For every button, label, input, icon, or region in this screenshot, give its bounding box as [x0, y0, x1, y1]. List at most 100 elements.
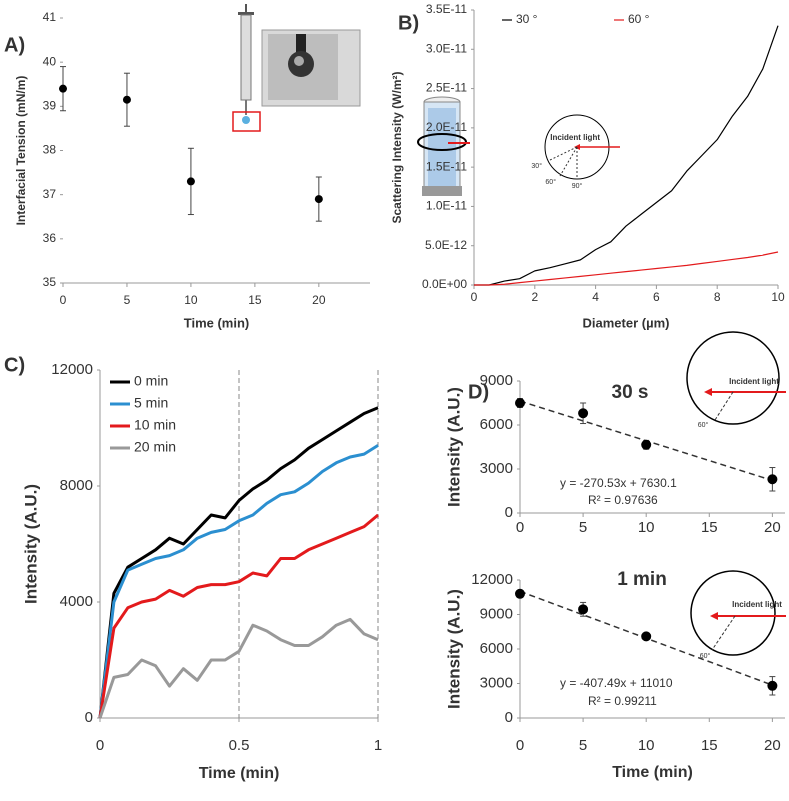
y-axis-label: Scattering Intensity (W/m²) — [390, 71, 404, 223]
line-series — [474, 25, 779, 286]
data-point — [515, 398, 525, 408]
data-point — [578, 604, 589, 615]
data-point — [515, 588, 525, 599]
legend-label: 60 ° — [628, 12, 650, 26]
y-tick-label: 39 — [43, 99, 57, 113]
x-tick-label: 5 — [579, 737, 587, 754]
inset-label: 60° — [545, 178, 556, 186]
syringe-inset — [232, 4, 261, 132]
x-tick-label: 4 — [592, 290, 599, 304]
y-tick-label: 3.0E-11 — [426, 41, 467, 55]
y-axis-label: Interfacial Tension (mN/m) — [14, 76, 28, 226]
inset-label: 30° — [531, 162, 542, 170]
y-tick-label: 6000 — [480, 416, 513, 433]
angle-diagram-d1 — [686, 331, 786, 425]
x-tick-label: 2 — [531, 290, 538, 304]
y-tick-label: 41 — [43, 10, 57, 24]
legend-label: 30 ° — [516, 12, 538, 26]
y-tick-label: 35 — [43, 275, 57, 289]
y-tick-label: 8000 — [60, 477, 93, 494]
y-tick-label: 37 — [43, 187, 57, 201]
x-tick-label: 20 — [764, 737, 781, 754]
inset-label: 60° — [698, 421, 709, 429]
x-tick-label: 10 — [184, 293, 198, 307]
data-point — [767, 474, 778, 485]
drop-photo — [261, 29, 361, 107]
x-tick-label: 0.5 — [229, 737, 250, 754]
legend-label: 20 min — [134, 439, 176, 455]
x-tick-label: 10 — [638, 519, 655, 536]
y-tick-label: 12000 — [51, 361, 93, 378]
x-tick-label: 0 — [516, 519, 524, 536]
x-tick-label: 8 — [714, 290, 721, 304]
x-tick-label: 5 — [124, 293, 131, 307]
x-tick-label: 20 — [312, 293, 326, 307]
x-tick-label: 0 — [96, 737, 104, 754]
y-tick-label: 0.0E+00 — [422, 277, 467, 291]
x-tick-label: 1 — [374, 737, 382, 754]
line-series — [98, 513, 379, 719]
data-point — [578, 408, 589, 419]
x-axis-label: Time (min) — [184, 315, 250, 330]
x-axis-label: Diameter (µm) — [583, 315, 670, 330]
x-tick-label: 15 — [701, 737, 718, 754]
y-tick-label: 3000 — [480, 460, 513, 477]
line-series — [474, 251, 779, 286]
y-tick-label: 4000 — [60, 593, 93, 610]
data-point — [641, 631, 652, 642]
annotation: y = -407.49x + 11010 — [560, 676, 673, 690]
x-tick-label: 0 — [471, 290, 478, 304]
data-point — [122, 95, 131, 104]
y-tick-label: 36 — [43, 231, 57, 245]
x-tick-label: 10 — [638, 737, 655, 754]
y-tick-label: 3.5E-11 — [426, 2, 467, 16]
y-axis-label: Intensity (A.U.) — [444, 589, 463, 709]
y-tick-label: 5.0E-12 — [425, 238, 467, 252]
panel-label: C) — [4, 354, 25, 376]
x-tick-label: 10 — [771, 290, 785, 304]
y-tick-label: 2.5E-11 — [426, 81, 467, 95]
y-tick-label: 0 — [505, 504, 513, 521]
line-series — [98, 444, 379, 719]
y-axis-label: Intensity (A.U.) — [444, 387, 463, 507]
y-tick-label: 6000 — [480, 640, 513, 657]
legend-label: 5 min — [134, 395, 168, 411]
inset-label: Incident light — [550, 133, 600, 142]
annotation: R² = 0.97636 — [588, 493, 658, 507]
line-series — [98, 406, 379, 719]
panel-label: A) — [4, 34, 25, 56]
y-tick-label: 9000 — [480, 605, 513, 622]
y-tick-label: 12000 — [471, 571, 513, 588]
y-tick-label: 38 — [43, 143, 57, 157]
y-axis-label: Intensity (A.U.) — [21, 484, 40, 604]
data-point — [314, 195, 323, 204]
y-tick-label: 1.5E-11 — [426, 159, 467, 173]
angle-diagram-d2 — [690, 570, 786, 656]
data-point — [186, 177, 195, 186]
y-tick-label: 2.0E-11 — [426, 120, 467, 134]
data-point — [641, 439, 652, 450]
y-tick-label: 40 — [43, 54, 57, 68]
panel-label: D) — [468, 381, 489, 403]
y-tick-label: 9000 — [480, 372, 513, 389]
x-tick-label: 5 — [579, 519, 587, 536]
data-point — [767, 680, 778, 691]
x-axis-label: Time (min) — [612, 764, 693, 781]
cylinder-inset — [417, 96, 470, 196]
y-tick-label: 3000 — [480, 674, 513, 691]
y-tick-label: 1.0E-11 — [426, 199, 467, 213]
panel-label: B) — [398, 12, 419, 34]
subplot-title: 30 s — [612, 382, 649, 403]
y-tick-label: 0 — [505, 709, 513, 726]
x-tick-label: 15 — [701, 519, 718, 536]
y-tick-label: 0 — [85, 709, 93, 726]
inset-label: 90° — [572, 182, 583, 190]
legend-label: 0 min — [134, 373, 168, 389]
inset-label: Incident light — [732, 600, 782, 609]
x-axis-label: Time (min) — [199, 765, 280, 782]
x-tick-label: 15 — [248, 293, 262, 307]
legend-label: 10 min — [134, 417, 176, 433]
inset-label: 60° — [700, 652, 711, 660]
x-tick-label: 6 — [653, 290, 660, 304]
